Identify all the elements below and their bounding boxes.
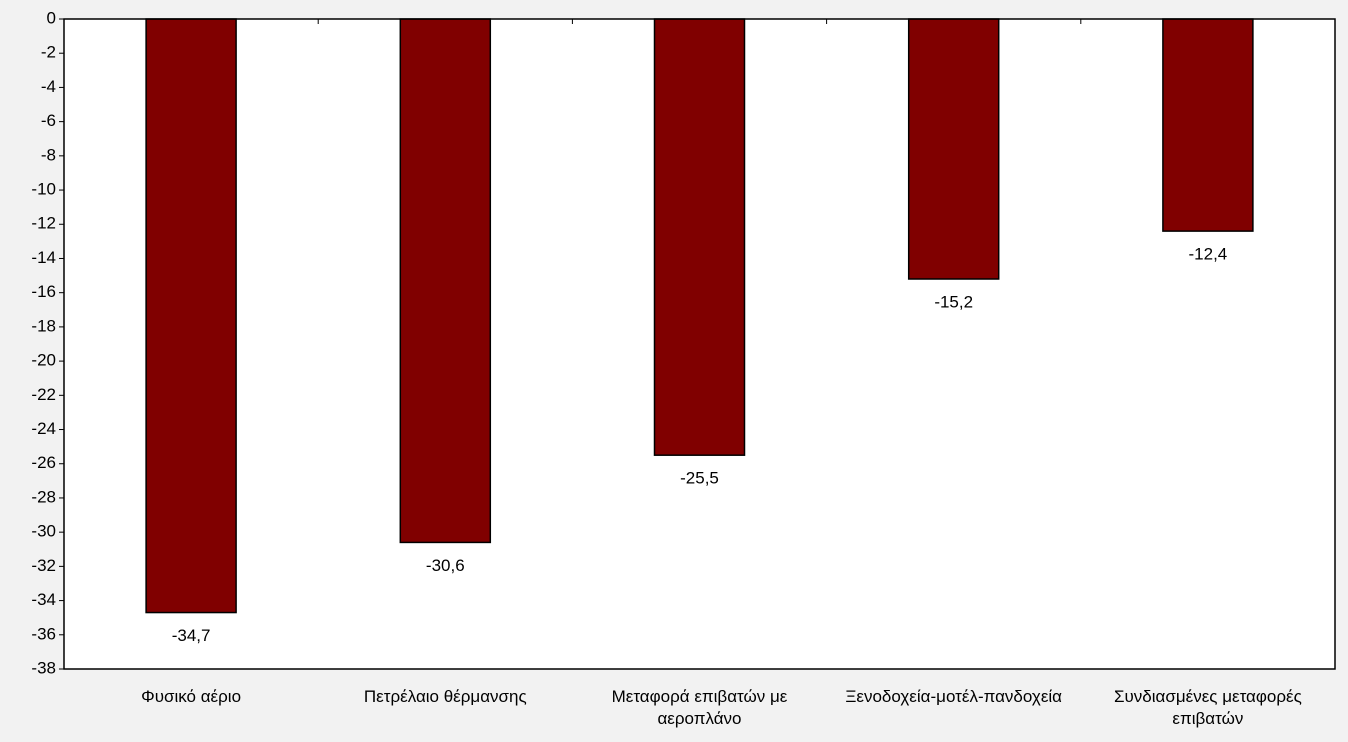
value-label: -25,5: [680, 469, 719, 488]
y-tick-label: -12: [31, 214, 56, 233]
y-tick-label: -32: [31, 556, 56, 575]
y-tick-label: -24: [31, 419, 56, 438]
y-tick-label: -28: [31, 487, 56, 506]
x-tick-label: Μεταφορά επιβατών με αεροπλάνο: [611, 687, 788, 728]
y-tick-label: -14: [31, 248, 56, 267]
y-tick-label: -2: [41, 43, 56, 62]
y-tick-label: -6: [41, 111, 56, 130]
x-tick-label: Πετρέλαιο θέρμανσης: [363, 687, 527, 706]
value-label: -12,4: [1189, 245, 1228, 264]
y-tick-label: -18: [31, 316, 56, 335]
value-label: -15,2: [934, 292, 973, 311]
y-tick-label: -16: [31, 282, 56, 301]
x-tick-label: Ξενοδοχεία-μοτέλ-πανδοχεία: [845, 687, 1063, 706]
y-tick-label: 0: [47, 8, 56, 27]
y-tick-label: -22: [31, 385, 56, 404]
x-tick-label: Συνδιασμένες μεταφορές επιβατών: [1113, 687, 1302, 728]
y-tick-label: -34: [31, 590, 56, 609]
y-tick-label: -30: [31, 522, 56, 541]
y-tick-label: -26: [31, 453, 56, 472]
y-tick-label: -10: [31, 180, 56, 199]
bar: [907, 18, 1000, 280]
bar: [1162, 18, 1254, 232]
bar: [145, 18, 237, 614]
bar: [653, 18, 746, 456]
plot-frame: [63, 18, 1336, 670]
value-label: -30,6: [426, 556, 465, 575]
y-tick-label: -8: [41, 145, 56, 164]
y-tick-label: -20: [31, 351, 56, 370]
y-tick-label: -4: [41, 77, 56, 96]
y-tick-label: -36: [31, 624, 56, 643]
y-tick-label: -38: [31, 658, 56, 677]
bar: [399, 18, 492, 544]
x-tick-label: Φυσικό αέριο: [141, 687, 242, 706]
value-label: -34,7: [172, 626, 211, 645]
